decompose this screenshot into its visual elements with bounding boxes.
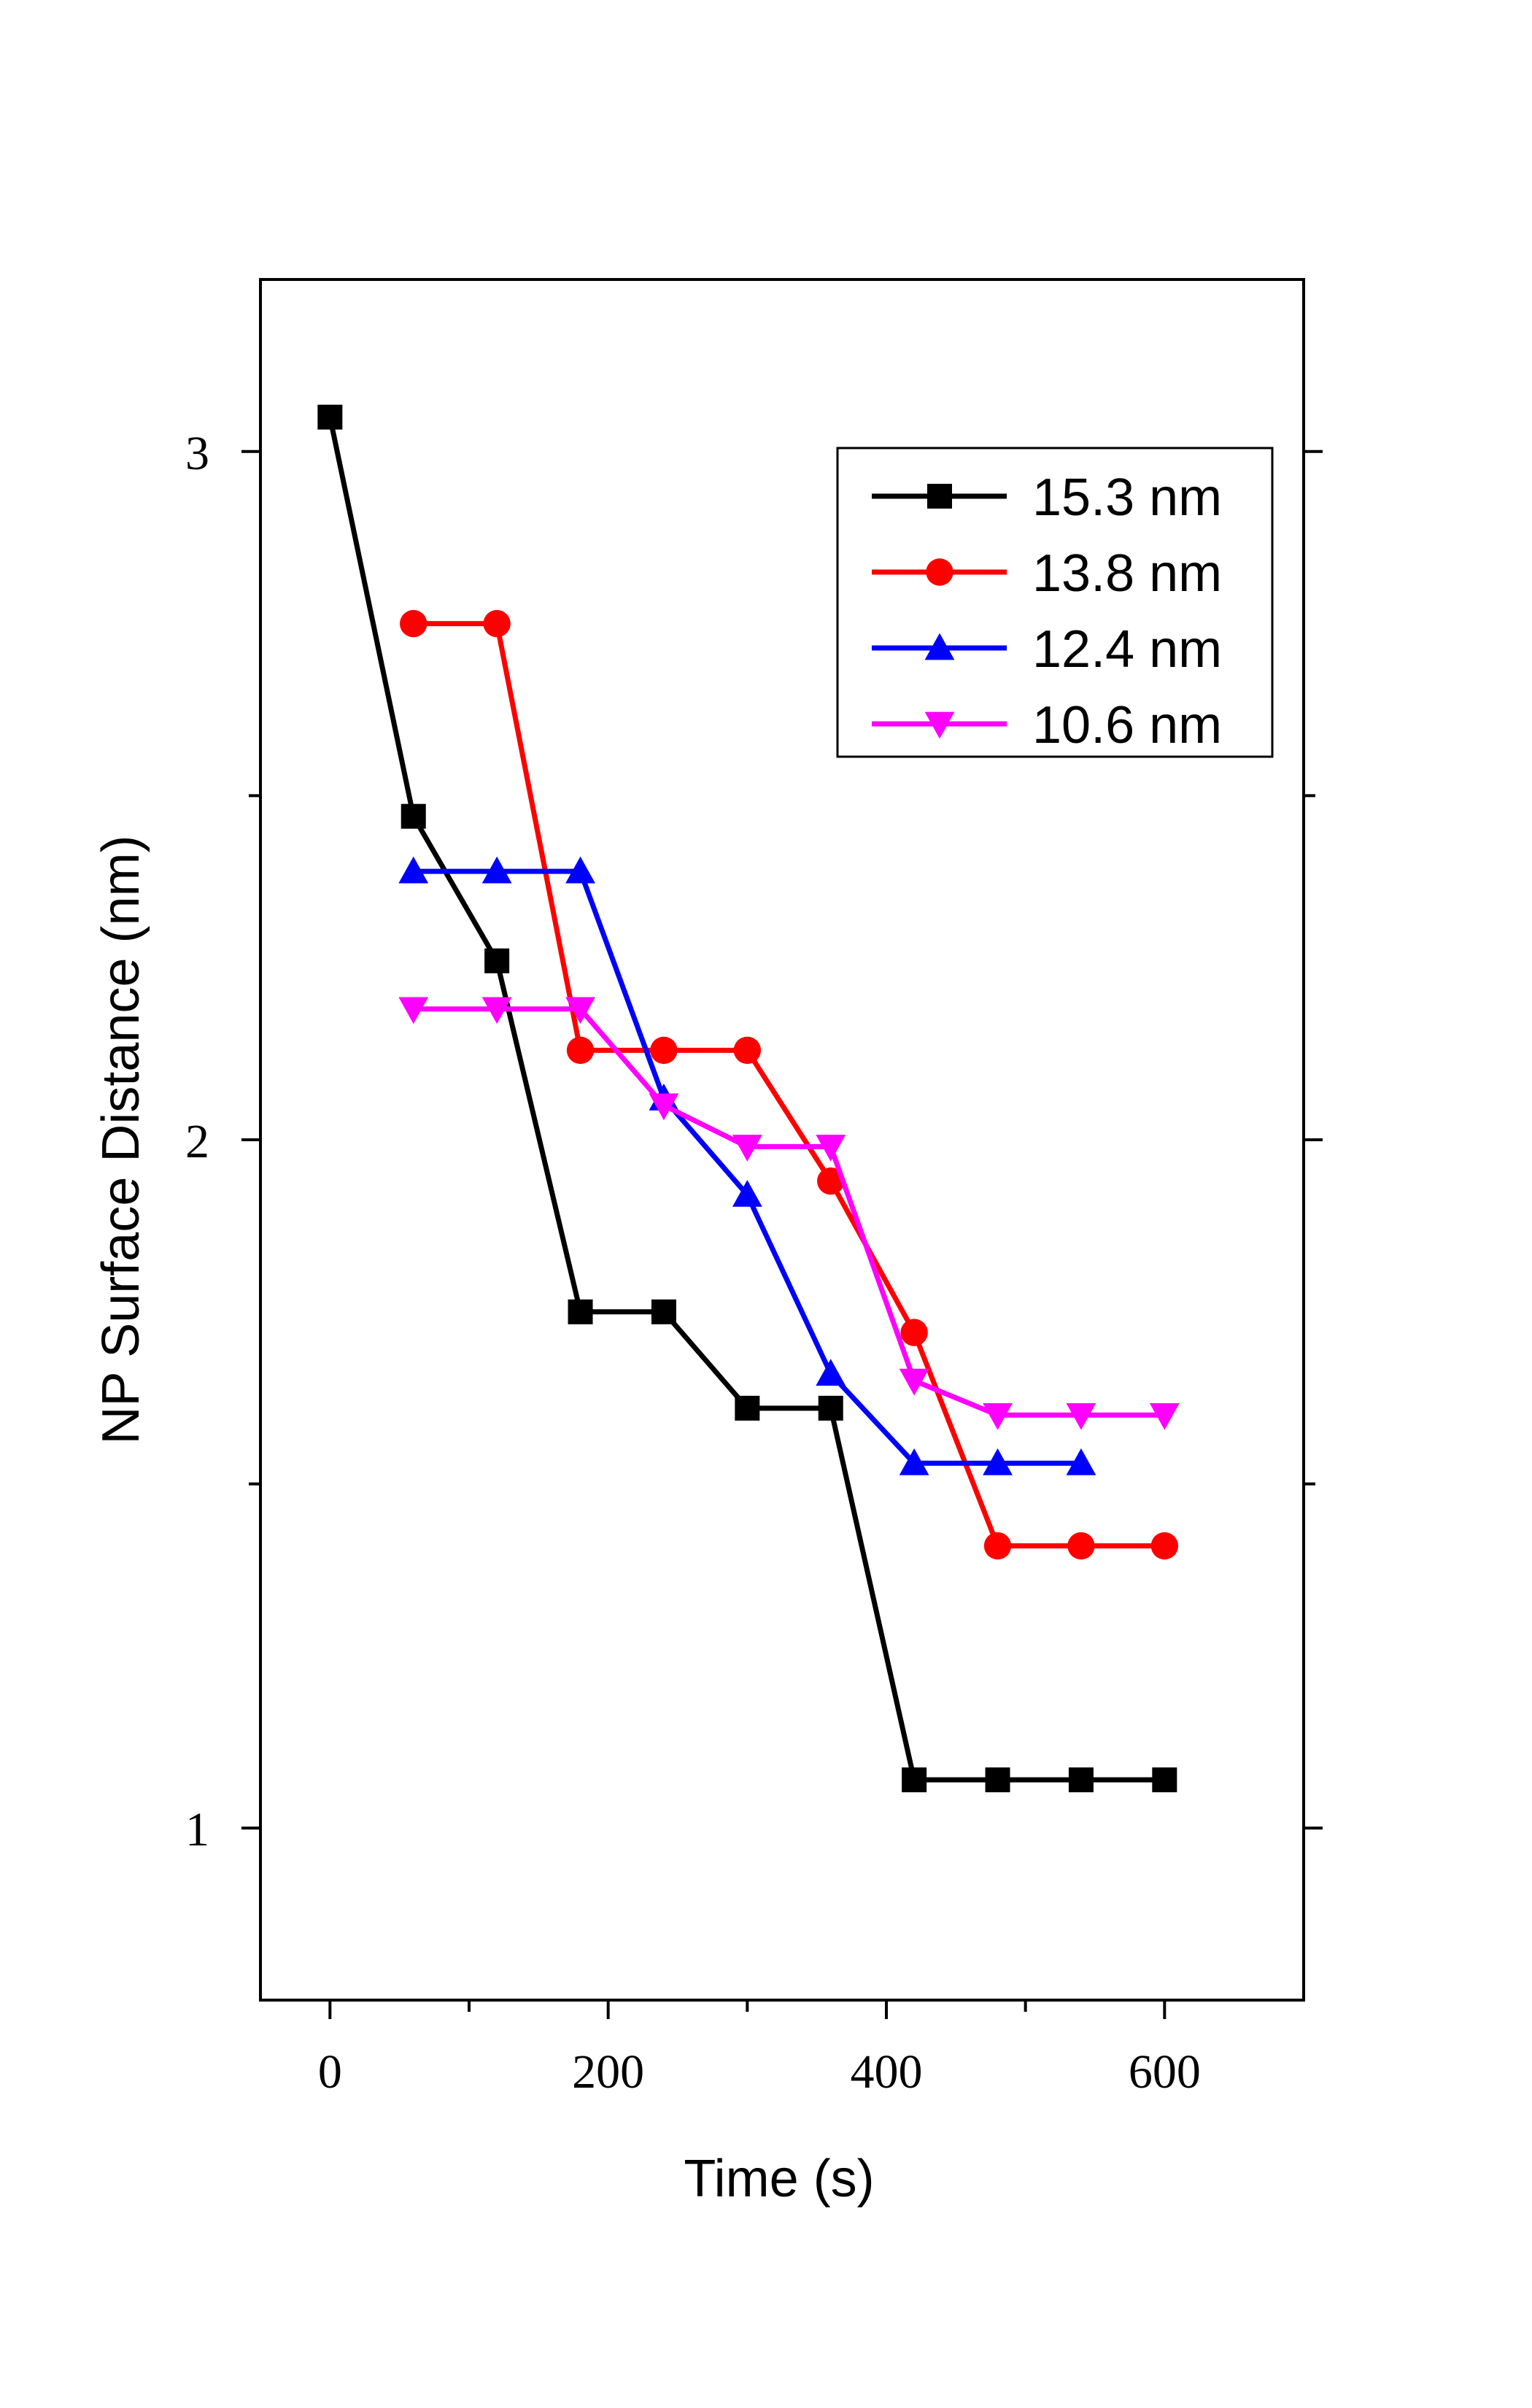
data-point <box>398 856 429 884</box>
data-point <box>565 856 595 884</box>
data-point <box>902 1767 927 1793</box>
y-tick-label: 2 <box>185 1115 209 1168</box>
legend-label: 15.3 nm <box>1032 468 1222 527</box>
data-point <box>484 948 510 973</box>
data-point <box>817 1167 845 1195</box>
data-point <box>1067 1532 1095 1560</box>
data-point <box>983 1532 1012 1560</box>
legend-label: 13.8 nm <box>1032 544 1222 603</box>
legend-marker <box>927 484 952 509</box>
x-tick-label: 400 <box>851 2045 923 2099</box>
data-point <box>899 1368 929 1396</box>
series-line <box>413 621 1165 1548</box>
data-point <box>651 1299 676 1324</box>
data-point <box>1149 1402 1180 1430</box>
data-point <box>733 1036 762 1065</box>
data-point <box>1152 1767 1177 1793</box>
y-tick-label: 3 <box>185 427 209 480</box>
data-point <box>1068 1767 1094 1793</box>
data-point <box>732 1180 762 1207</box>
legend-entry: 13.8 nm <box>872 544 1222 603</box>
x-tick-label: 0 <box>318 2045 342 2099</box>
data-point <box>1150 1532 1179 1560</box>
data-point <box>650 1036 678 1065</box>
data-point <box>899 1448 929 1475</box>
legend-entry: 15.3 nm <box>872 468 1222 527</box>
legend-marker <box>924 633 955 660</box>
x-tick-label: 600 <box>1129 2045 1201 2099</box>
legend-label: 12.4 nm <box>1032 620 1222 679</box>
y-axis-title: NP Surface Distance (nm) <box>92 836 150 1445</box>
series-2 <box>400 609 1179 1560</box>
data-point <box>732 1135 762 1162</box>
data-point <box>401 803 426 829</box>
series-4 <box>398 997 1180 1430</box>
data-point <box>400 609 428 638</box>
legend-entry: 12.4 nm <box>872 620 1222 679</box>
legend-box <box>836 447 1274 758</box>
data-point <box>565 997 595 1024</box>
legend-label: 10.6 nm <box>1032 696 1222 755</box>
x-axis-title: Time (s) <box>684 2150 874 2208</box>
series-line <box>413 1006 1165 1418</box>
data-point <box>983 1402 1013 1430</box>
x-tick-label: 200 <box>572 2045 644 2099</box>
data-point <box>566 1036 595 1065</box>
data-point <box>1066 1402 1096 1430</box>
y-axis-ticks: 1 2 3 <box>185 427 1323 1856</box>
legend-entry: 10.6 nm <box>872 696 1222 755</box>
legend: 15.3 nm 13.8 nm 12.4 nm 10.6 nm <box>836 447 1274 758</box>
data-point <box>481 997 512 1024</box>
data-point <box>398 997 429 1024</box>
data-point <box>317 404 343 430</box>
x-axis-ticks: 0 200 400 600 <box>318 2000 1201 2099</box>
series-layer <box>317 404 1180 1793</box>
data-point <box>481 856 512 884</box>
data-point <box>818 1395 843 1421</box>
y-tick-label: 1 <box>185 1803 209 1856</box>
data-point <box>735 1395 760 1421</box>
series-1 <box>317 404 1177 1793</box>
data-point <box>483 609 511 638</box>
data-point <box>568 1299 593 1324</box>
data-point <box>649 1093 679 1121</box>
legend-marker <box>924 711 955 739</box>
data-point <box>900 1319 928 1346</box>
data-point <box>983 1448 1013 1475</box>
data-point <box>985 1767 1010 1793</box>
data-point <box>816 1135 846 1162</box>
series-line <box>413 868 1081 1466</box>
legend-marker <box>926 558 953 586</box>
data-point <box>816 1359 846 1386</box>
data-point <box>1066 1448 1096 1475</box>
